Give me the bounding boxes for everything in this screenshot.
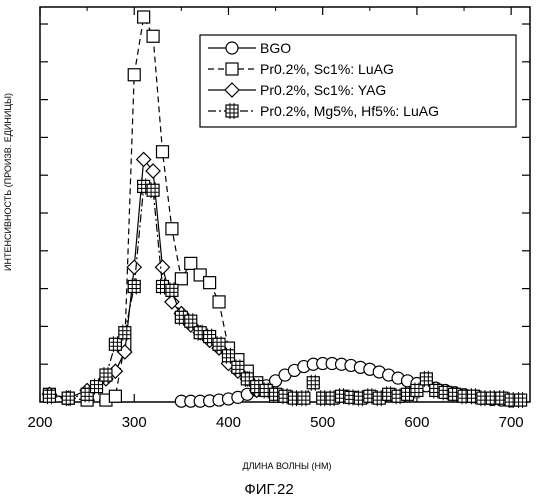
series-3-point-9: [147, 182, 159, 198]
marker-hashsquare: [119, 327, 131, 339]
series-2-point-8: [146, 164, 160, 178]
marker-hashsquare: [307, 377, 319, 389]
legend-marker-0: [226, 42, 238, 54]
series-1-point-14: [204, 277, 216, 289]
x-tick-label-600: 600: [404, 414, 429, 431]
marker-diamond: [156, 260, 170, 274]
marker-hashsquare: [166, 284, 178, 296]
series-3-point-11: [166, 282, 178, 298]
marker-square: [109, 390, 121, 402]
legend-label-0: BGO: [260, 40, 291, 56]
legend-label-3: Pr0.2%, Mg5%, Hf5%: LuAG: [260, 103, 439, 119]
series-3-point-1: [62, 390, 74, 406]
marker-square: [185, 257, 197, 269]
marker-diamond: [137, 152, 151, 166]
series-1-point-8: [147, 30, 159, 42]
x-axis-title: ДЛИНА ВОЛНЫ (НМ): [243, 461, 332, 471]
marker-square: [157, 146, 169, 158]
marker-hashsquare: [420, 373, 432, 385]
marker-hashsquare: [411, 384, 423, 396]
series-3-point-6: [119, 325, 131, 341]
marker-diamond: [146, 164, 160, 178]
marker-square: [166, 223, 178, 235]
marker-hashsquare: [232, 361, 244, 373]
series-3-point-48: [515, 392, 527, 408]
x-tick-label-300: 300: [122, 414, 147, 431]
marker-hashsquare: [109, 338, 121, 350]
x-tick-label-400: 400: [216, 414, 241, 431]
series-1-point-6: [128, 69, 140, 81]
marker-square: [128, 69, 140, 81]
marker-square: [226, 63, 238, 75]
marker-hashsquare: [43, 390, 55, 402]
marker-square: [147, 30, 159, 42]
legend-marker-3: [226, 103, 238, 119]
series-3-point-7: [128, 279, 140, 295]
series-1-point-10: [166, 223, 178, 235]
marker-square: [138, 11, 150, 23]
series-1-point-15: [213, 296, 225, 308]
marker-hashsquare: [213, 338, 225, 350]
marker-hashsquare: [62, 392, 74, 404]
marker-circle: [226, 42, 238, 54]
x-tick-label-200: 200: [27, 414, 52, 431]
marker-square: [175, 273, 187, 285]
marker-hashsquare: [222, 350, 234, 362]
series-2-point-7: [137, 152, 151, 166]
marker-hashsquare: [298, 392, 310, 404]
marker-hashsquare: [91, 381, 103, 393]
legend-marker-1: [226, 63, 238, 75]
marker-hashsquare: [515, 394, 527, 406]
series-3-point-26: [307, 375, 319, 391]
figure-caption: ФИГ.22: [244, 481, 293, 498]
x-tick-label-700: 700: [499, 414, 524, 431]
series-1-point-9: [157, 146, 169, 158]
marker-square: [204, 277, 216, 289]
marker-hashsquare: [128, 281, 140, 293]
legend-label-2: Pr0.2%, Sc1%: YAG: [260, 82, 386, 98]
series-3-point-0: [43, 388, 55, 404]
series-3-point-4: [100, 367, 112, 383]
x-tick-label-500: 500: [310, 414, 335, 431]
y-axis-title: ИНТЕНСИВНОСТЬ (ПРОИЗВ. ЕДИНИЦЫ): [3, 93, 13, 271]
marker-diamond: [165, 295, 179, 309]
series-1-point-7: [138, 11, 150, 23]
marker-diamond: [127, 260, 141, 274]
series-2-point-6: [127, 260, 141, 274]
series-2-point-9: [156, 260, 170, 274]
series-2-point-10: [165, 295, 179, 309]
series-1-point-4: [109, 390, 121, 402]
series-1-point-11: [175, 273, 187, 285]
marker-hashsquare: [226, 105, 238, 117]
marker-hashsquare: [185, 315, 197, 327]
legend: BGO Pr0.2%, Sc1%: LuAG Pr0.2%, Sc1%: YAG Pr…: [200, 35, 516, 127]
legend-label-1: Pr0.2%, Sc1%: LuAG: [260, 61, 394, 77]
marker-hashsquare: [100, 369, 112, 381]
marker-square: [213, 296, 225, 308]
marker-hashsquare: [147, 184, 159, 196]
series-3-point-25: [298, 390, 310, 406]
series-1-point-12: [185, 257, 197, 269]
